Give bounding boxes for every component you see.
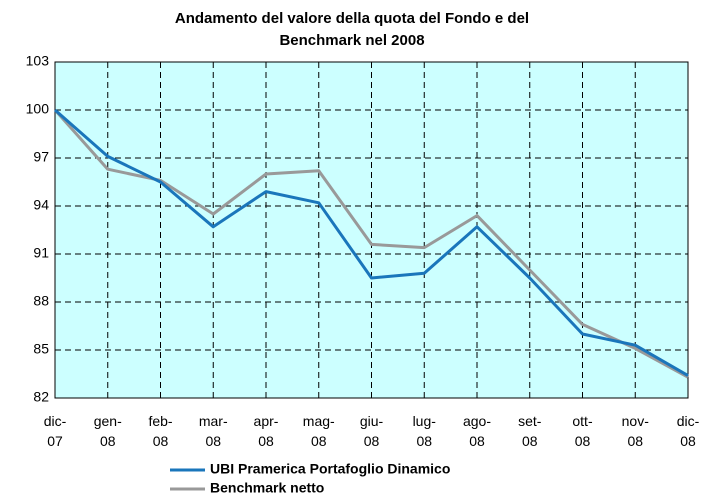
x-tick-line: lug- [413, 413, 437, 429]
x-tick-label: feb- 08 [148, 413, 172, 449]
x-tick-line: 08 [627, 433, 643, 449]
x-tick-line: 08 [205, 433, 221, 449]
x-tick-label: ago- 08 [463, 413, 491, 449]
x-tick-label: dic- 08 [677, 413, 700, 449]
x-tick-line: 08 [311, 433, 327, 449]
x-tick-line: giu- [360, 413, 384, 429]
y-tick-label: 100 [26, 101, 50, 117]
title-box: Andamento del valore della quota del Fon… [0, 8, 704, 52]
x-tick-line: apr- [254, 413, 279, 429]
x-tick-line: dic- [677, 413, 700, 429]
x-tick-label: gen- 08 [94, 413, 122, 449]
x-tick-label: nov- 08 [622, 413, 650, 449]
x-tick-line: feb- [148, 413, 172, 429]
x-tick-line: dic- [44, 413, 67, 429]
x-tick-line: 08 [680, 433, 696, 449]
y-tick-label: 94 [33, 197, 49, 213]
x-tick-label: dic- 07 [44, 413, 67, 449]
y-tick-label: 97 [33, 149, 49, 165]
series-line [54, 108, 689, 377]
x-tick-line: mag- [303, 413, 335, 429]
x-tick-line: 08 [153, 433, 169, 449]
x-tick-label: mar- 08 [199, 413, 228, 449]
x-tick-label: giu- 08 [360, 413, 384, 449]
legend-label: UBI Pramerica Portafoglio Dinamico [210, 461, 450, 477]
x-tick-label: mag- 08 [303, 413, 335, 449]
x-tick-label: lug- 08 [413, 413, 437, 449]
y-tick-label: 91 [33, 245, 49, 261]
x-tick-line: mar- [199, 413, 228, 429]
y-tick-label: 82 [33, 389, 49, 405]
y-tick-label: 85 [33, 341, 49, 357]
x-tick-line: ott- [572, 413, 593, 429]
x-tick-label: set- 08 [518, 413, 542, 449]
x-tick-line: 08 [100, 433, 116, 449]
x-tick-line: 08 [469, 433, 485, 449]
x-tick-line: nov- [622, 413, 650, 429]
x-tick-line: 08 [522, 433, 538, 449]
legend-label: Benchmark netto [210, 480, 324, 496]
y-tick-label: 88 [33, 293, 49, 309]
x-tick-line: 08 [258, 433, 274, 449]
x-tick-line: 08 [575, 433, 591, 449]
x-tick-label: ott- 08 [572, 413, 593, 449]
x-tick-line: set- [518, 413, 542, 429]
x-tick-line: 07 [47, 433, 63, 449]
chart-title: Andamento del valore della quota del Fon… [174, 10, 530, 49]
x-tick-line: 08 [416, 433, 432, 449]
x-tick-line: ago- [463, 413, 491, 429]
x-tick-line: 08 [364, 433, 380, 449]
x-tick-line: gen- [94, 413, 122, 429]
x-tick-label: apr- 08 [254, 413, 279, 449]
plot-border [54, 61, 689, 399]
y-tick-label: 103 [26, 53, 50, 69]
